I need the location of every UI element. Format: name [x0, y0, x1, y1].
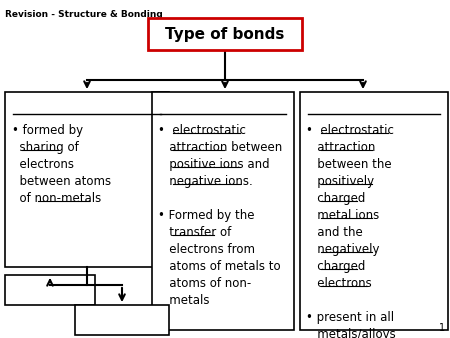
Text: electrons: electrons [306, 277, 372, 290]
Bar [5, 275, 95, 305]
Text: metals: metals [158, 294, 210, 307]
Text: metal ions: metal ions [306, 209, 379, 222]
Text: between atoms: between atoms [12, 175, 111, 188]
Text: metals/alloys: metals/alloys [306, 328, 396, 338]
Text: sharing of: sharing of [12, 141, 79, 154]
Text: •  electrostatic: • electrostatic [306, 124, 394, 137]
Text: 1: 1 [439, 323, 445, 333]
Text: positive ions and: positive ions and [158, 158, 270, 171]
Text: positively: positively [306, 175, 374, 188]
Text: atoms of non-: atoms of non- [158, 277, 251, 290]
Text: • formed by: • formed by [12, 124, 87, 137]
Text: • present in all: • present in all [306, 311, 394, 324]
Text: charged: charged [306, 260, 365, 273]
Bar [152, 92, 294, 330]
Text: electrons from: electrons from [158, 243, 255, 256]
Text: between the: between the [306, 158, 392, 171]
Text: attraction: attraction [306, 141, 375, 154]
Text: • Formed by the: • Formed by the [158, 209, 255, 222]
Text: of non-metals: of non-metals [12, 192, 101, 205]
Text: electrons: electrons [12, 158, 74, 171]
Text: Type of bonds: Type of bonds [165, 26, 285, 42]
Text: negative ions.: negative ions. [158, 175, 253, 188]
Text: negatively: negatively [306, 243, 379, 256]
Bar [75, 305, 169, 335]
Text: transfer of: transfer of [158, 226, 231, 239]
Bar [148, 18, 302, 50]
Text: charged: charged [306, 192, 365, 205]
Text: attraction between: attraction between [158, 141, 282, 154]
Bar [300, 92, 448, 330]
Text: atoms of metals to: atoms of metals to [158, 260, 281, 273]
Bar [5, 92, 169, 267]
Text: •  electrostatic: • electrostatic [158, 124, 246, 137]
Text: Revision - Structure & Bonding: Revision - Structure & Bonding [5, 10, 163, 19]
Text: and the: and the [306, 226, 363, 239]
